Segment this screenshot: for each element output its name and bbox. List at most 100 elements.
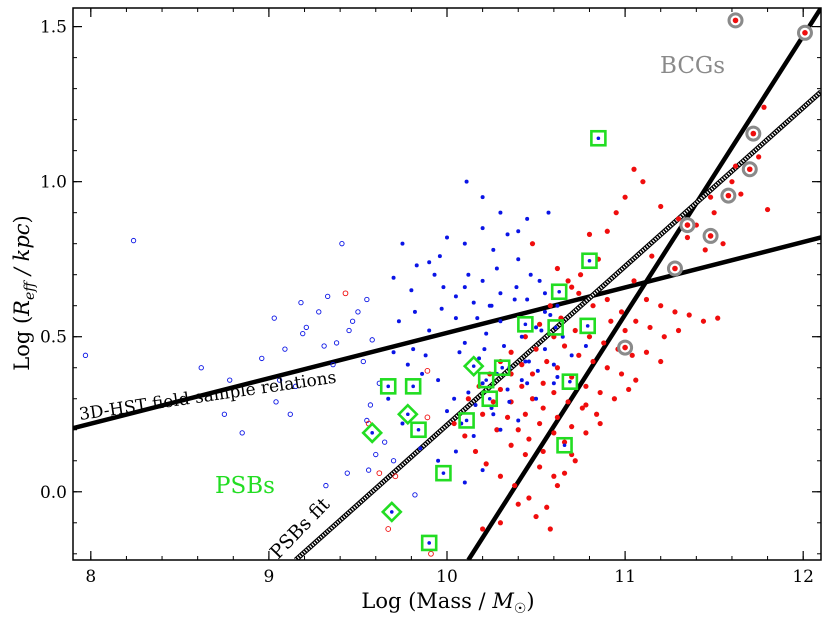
red-point [622,194,628,200]
blue-point [414,263,419,268]
red-point [483,461,489,467]
red-point [529,396,536,402]
blue-point [432,272,437,277]
psb-diamond-marker [380,501,403,523]
red-point [551,389,557,396]
open-blue-point [390,458,397,464]
open-red-point [428,550,434,557]
red-point [577,272,584,278]
psb-square-center [464,418,469,423]
psb-square-marker [579,317,596,335]
blue-point [462,285,467,290]
red-point [472,448,479,455]
red-point [522,411,528,417]
psb-square-center [484,378,488,382]
red-point [707,194,714,200]
red-point [686,312,692,318]
open-blue-point [369,337,375,343]
red-point [643,349,650,355]
blue-point [427,260,432,265]
psb-square-center [416,427,421,432]
open-red-point [376,470,383,477]
blue-point [412,309,417,314]
blue-point [482,347,487,352]
blue-point [512,297,517,302]
blue-point [484,331,489,336]
blue-point [445,409,449,414]
red-point [533,346,539,352]
red-point [604,365,610,371]
red-point [684,234,691,241]
red-point [661,334,667,340]
red-point [522,451,528,458]
blue-point [437,254,442,259]
blue-point [436,378,441,383]
bcg-point [802,30,808,36]
red-point [590,303,596,309]
psb-square-marker [581,252,598,270]
blue-point [391,275,396,280]
blue-point [534,325,539,330]
blue-point [466,390,471,395]
blue-point [480,226,485,231]
red-point [618,371,625,377]
bcg-point [746,166,753,173]
red-point [451,420,457,427]
psb-diamond-center [389,510,394,514]
x-tick-label: 10 [436,567,458,587]
blue-point [427,328,432,333]
psb-square-marker [458,412,475,429]
red-point [544,358,550,365]
field-late-type-relation-line [73,235,821,431]
red-point [633,318,639,324]
psb-square-marker [556,436,573,454]
red-point [497,520,504,526]
red-point [604,296,610,303]
red-point [515,427,521,433]
x-tick-label: 11 [614,567,636,587]
open-blue-point [221,411,228,417]
blue-point [560,334,565,339]
blue-point [501,344,506,349]
red-point [608,318,614,324]
red-point [544,504,550,510]
psb-diamond-marker [396,403,419,426]
blue-point [505,387,510,392]
blue-point [528,272,533,277]
open-red-point [424,414,431,421]
open-red-point [385,526,392,532]
red-point [522,334,528,340]
red-point [672,309,678,315]
blue-point [400,421,405,426]
red-point [618,309,625,315]
open-blue-point [276,377,283,383]
red-point [526,436,532,442]
red-point [572,458,578,464]
psb-square-marker [420,534,438,552]
open-blue-point [130,237,137,244]
blue-point [405,362,410,367]
red-point [537,321,543,327]
open-blue-point [333,340,340,346]
red-point [554,265,561,272]
red-point [583,430,589,436]
red-point [633,377,639,383]
open-blue-point [364,296,370,303]
red-point [554,482,561,489]
red-point [497,473,504,479]
psbs-label: PSBs [215,473,275,499]
blue-point [548,313,553,318]
blue-point [507,399,512,404]
psb-square-marker [435,464,452,482]
blue-point [551,362,556,367]
red-point [537,420,543,427]
red-point [554,365,561,371]
field-early-type-relation-line [466,8,821,560]
axis-ticks: 8 9 10 11 12 0.0 0.5 1.0 1.5 [40,8,821,587]
open-blue-point [373,451,379,458]
red-point [597,389,603,396]
open-blue-point [303,324,309,331]
blue-point [491,412,496,417]
red-point [675,327,682,334]
red-point [732,163,739,169]
